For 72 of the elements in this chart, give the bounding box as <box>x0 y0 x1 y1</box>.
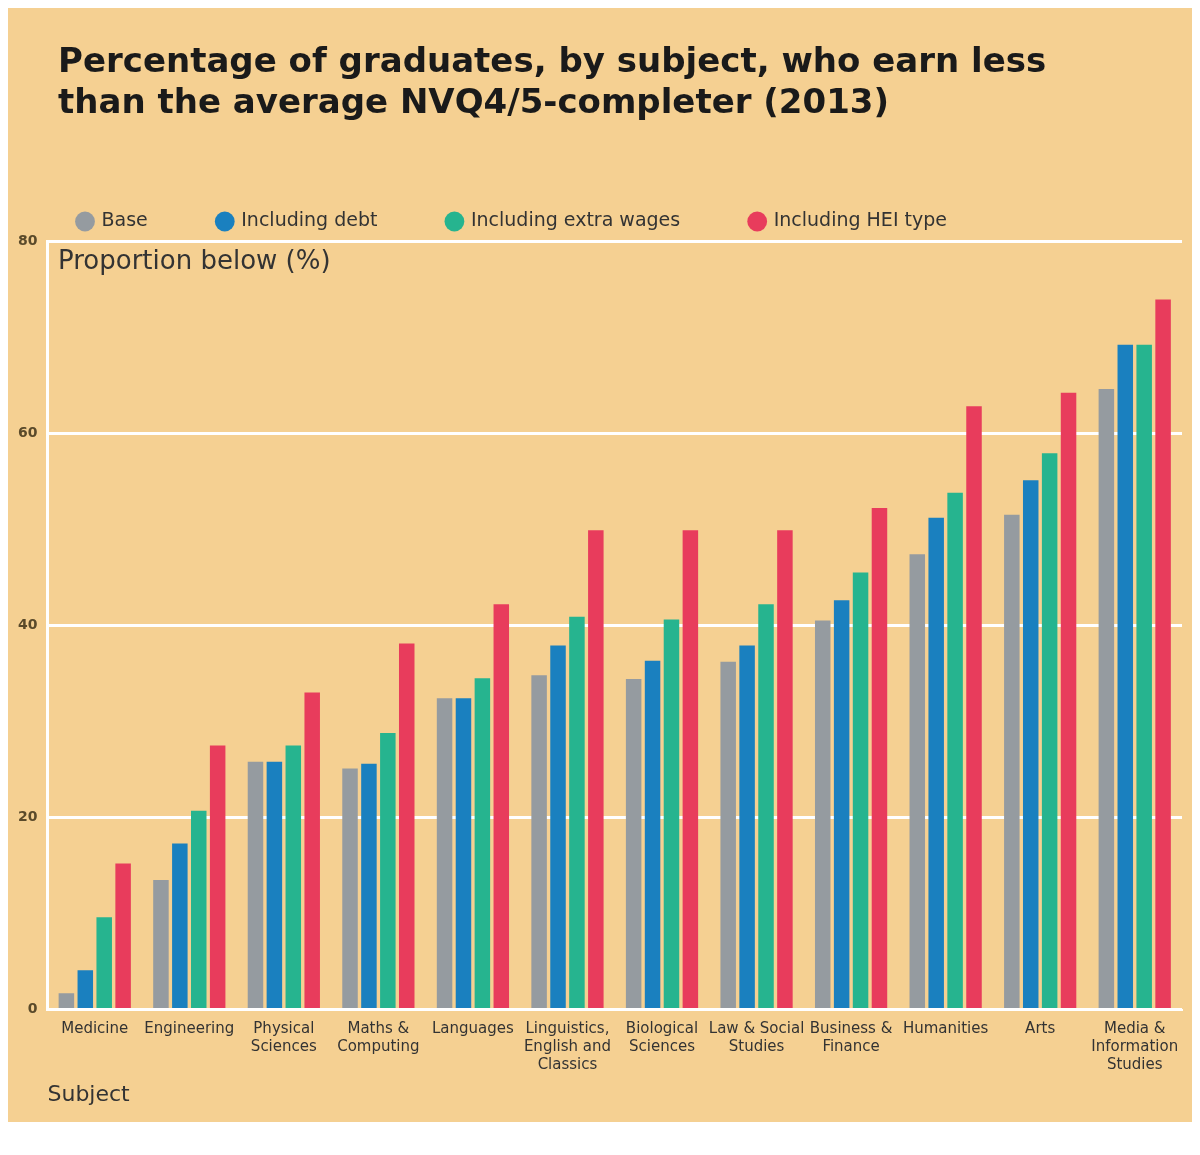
bar <box>285 744 302 1008</box>
bar <box>625 678 642 1008</box>
bar <box>1098 388 1115 1008</box>
bar <box>871 507 888 1008</box>
bar <box>115 863 131 1008</box>
bar <box>588 529 604 1008</box>
x-tick-label: Humanities <box>902 1019 989 1038</box>
x-tick-label: Medicine <box>61 1019 129 1038</box>
bar <box>663 619 680 1008</box>
y-tick-label: 60 <box>18 423 38 440</box>
chart-title: Percentage of graduates, by subject, who earn less than the average NVQ4/5-completer (2013) <box>57 39 1048 122</box>
x-tick-label: Media & Information Studies <box>1091 1019 1179 1074</box>
bar <box>833 599 850 1008</box>
bar <box>1004 514 1020 1008</box>
y-tick-label: 0 <box>27 999 38 1016</box>
bar <box>1041 452 1058 1008</box>
bar <box>682 529 699 1008</box>
x-tick-label: Law & Social Studies <box>708 1019 805 1056</box>
x-tick-label: Languages <box>432 1019 515 1038</box>
bar <box>550 645 566 1008</box>
bar <box>361 763 377 1008</box>
bar <box>1022 479 1039 1008</box>
bar <box>720 661 736 1008</box>
bar <box>909 553 926 1008</box>
bar <box>247 761 264 1008</box>
bar <box>947 492 963 1008</box>
bar <box>342 768 358 1008</box>
x-tick-label: Maths & Computing <box>337 1019 420 1056</box>
bar <box>58 992 75 1008</box>
x-tick-label: Business & Finance <box>809 1019 893 1056</box>
bar <box>1060 392 1077 1008</box>
y-tick-label: 20 <box>18 807 38 824</box>
bar <box>966 405 982 1008</box>
bar <box>777 529 793 1008</box>
bar <box>493 603 510 1008</box>
bar <box>266 761 283 1008</box>
bar <box>209 744 226 1008</box>
bar <box>191 810 207 1008</box>
bar <box>455 697 472 1008</box>
y-tick-label: 80 <box>18 231 38 248</box>
bar <box>77 969 94 1008</box>
bar <box>739 645 755 1008</box>
legend-label: Including extra wages <box>470 208 681 231</box>
bar <box>172 842 188 1008</box>
legend-label: Including debt <box>241 208 378 231</box>
bar <box>928 517 944 1008</box>
x-axis-title: Subject <box>47 1080 131 1106</box>
y-tick-label: 40 <box>18 615 38 632</box>
x-tick-label: Biological Sciences <box>625 1019 699 1056</box>
bar <box>96 916 112 1008</box>
bar <box>1117 344 1134 1008</box>
x-tick-label: Linguistics, English and Classics <box>523 1019 612 1074</box>
legend-label: Base <box>101 208 148 231</box>
bar <box>758 603 774 1008</box>
bar <box>1155 299 1171 1008</box>
bar <box>304 692 320 1008</box>
bar <box>644 660 661 1008</box>
bar <box>814 620 831 1008</box>
bar <box>852 572 869 1008</box>
bar <box>1136 344 1152 1008</box>
legend-label: Including HEI type <box>773 208 947 231</box>
bar <box>474 677 491 1008</box>
bar <box>436 697 453 1008</box>
bar <box>380 732 396 1008</box>
bar <box>569 616 585 1008</box>
x-tick-label: Arts <box>1025 1019 1056 1038</box>
bar <box>531 674 547 1008</box>
bar <box>153 879 169 1008</box>
x-tick-label: Physical Sciences <box>250 1019 317 1056</box>
y-axis-title: Proportion below (%) <box>58 245 331 275</box>
bar <box>398 643 415 1008</box>
x-tick-label: Engineering <box>144 1019 235 1038</box>
